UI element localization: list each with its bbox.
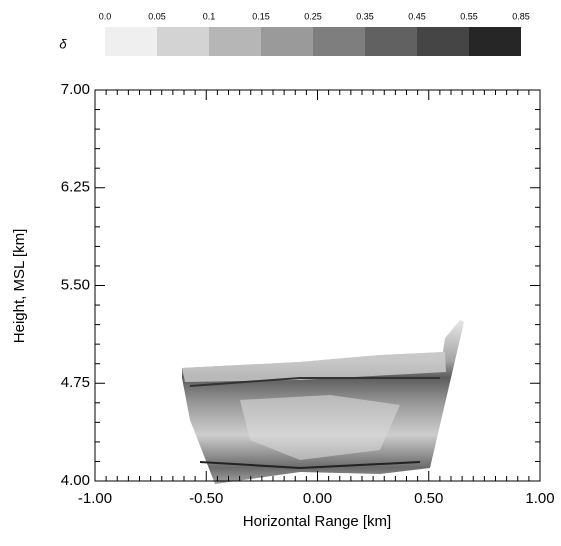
colorbar-swatch <box>469 27 521 56</box>
colorbar-tick-label: 0.1 <box>203 11 216 21</box>
colorbar-tick-label: 0.25 <box>304 11 322 21</box>
x-tick-label: -0.50 <box>189 490 223 507</box>
y-axis-label: Height, MSL [km] <box>11 229 28 343</box>
colorbar-label: δ <box>59 36 67 51</box>
colorbar-swatch <box>261 27 313 56</box>
y-tick-label: 4.00 <box>61 472 90 489</box>
colorbar-tick-label: 0.45 <box>408 11 426 21</box>
x-tick-label: 1.00 <box>525 490 554 507</box>
colorbar-swatch <box>209 27 261 56</box>
colorbar-tick-label: 0.85 <box>512 11 530 21</box>
colorbar-tick-label: 0.15 <box>252 11 270 21</box>
x-tick-label: 0.50 <box>414 490 443 507</box>
x-axis-label: Horizontal Range [km] <box>243 513 391 530</box>
y-tick-label: 4.75 <box>61 374 90 391</box>
echo-region <box>182 320 464 484</box>
colorbar-tick-label: 0.55 <box>460 11 478 21</box>
colorbar-swatch <box>105 27 157 56</box>
colorbar-swatch <box>417 27 469 56</box>
colorbar-swatch <box>365 27 417 56</box>
colorbar-tick-label: 0.05 <box>148 11 166 21</box>
y-tick-label: 7.00 <box>61 81 90 98</box>
colorbar-swatch <box>313 27 365 56</box>
y-tick-label: 5.50 <box>61 276 90 293</box>
colorbar-tick-label: 0.35 <box>356 11 374 21</box>
colorbar-swatch <box>157 27 209 56</box>
y-tick-label: 6.25 <box>61 179 90 196</box>
x-tick-label: -1.00 <box>78 490 112 507</box>
colorbar-tick-label: 0.0 <box>99 11 112 21</box>
x-tick-label: 0.00 <box>303 490 332 507</box>
